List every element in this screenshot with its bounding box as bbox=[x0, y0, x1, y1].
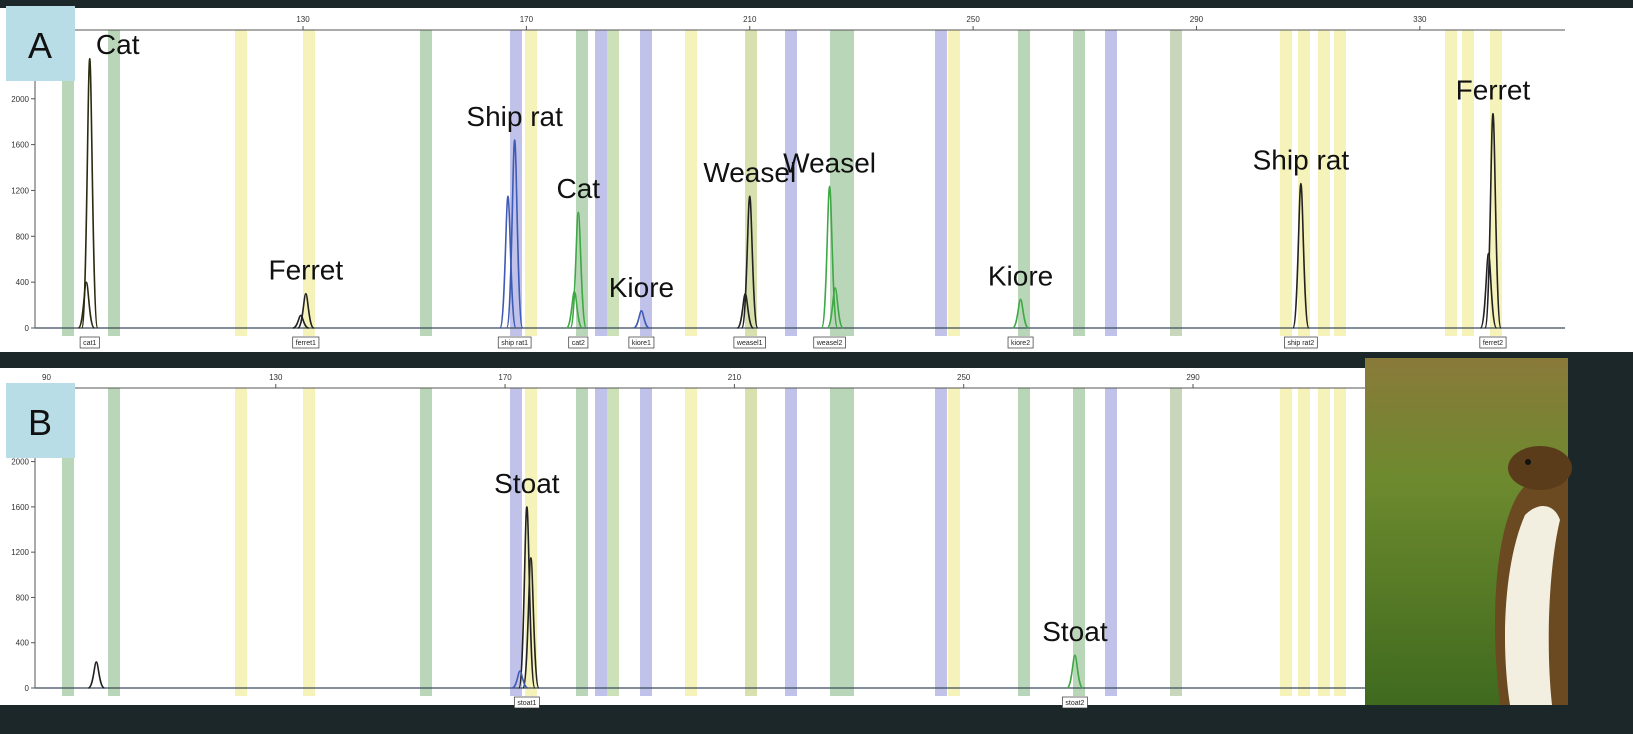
bin-band bbox=[1334, 388, 1346, 696]
y-tick-label: 400 bbox=[16, 278, 30, 287]
bin-band bbox=[607, 388, 619, 696]
bin-band bbox=[303, 388, 315, 696]
bin-label: stoat1 bbox=[517, 700, 536, 707]
x-tick-label: 90 bbox=[42, 373, 51, 382]
bin-band bbox=[1298, 30, 1310, 336]
bin-band bbox=[576, 388, 588, 696]
bin-label: ship rat1 bbox=[501, 340, 528, 347]
bin-band bbox=[1280, 30, 1292, 336]
x-tick-label: 130 bbox=[269, 373, 283, 382]
y-tick-label: 800 bbox=[16, 232, 30, 241]
y-tick-label: 800 bbox=[16, 593, 30, 602]
bin-band bbox=[1334, 30, 1346, 336]
peak-label: Kiore bbox=[988, 260, 1053, 291]
peak-label: Cat bbox=[96, 29, 140, 60]
panel-letter: B bbox=[28, 402, 52, 443]
bin-label: ferret1 bbox=[296, 340, 316, 347]
peak-label: Ship rat bbox=[1253, 145, 1350, 176]
peak-label: Stoat bbox=[494, 468, 560, 499]
y-tick-label: 2000 bbox=[11, 95, 29, 104]
bin-band bbox=[935, 30, 947, 336]
x-tick-label: 250 bbox=[957, 373, 971, 382]
y-tick-label: 0 bbox=[25, 684, 30, 693]
peak-label: Weasel bbox=[783, 147, 876, 178]
bin-band bbox=[830, 388, 842, 696]
bin-band bbox=[685, 388, 697, 696]
x-tick-label: 170 bbox=[520, 15, 534, 24]
bin-band bbox=[420, 30, 432, 336]
bin-band bbox=[235, 388, 247, 696]
bin-band bbox=[948, 30, 960, 336]
bin-band bbox=[595, 388, 607, 696]
x-tick-label: 130 bbox=[296, 15, 310, 24]
bin-band bbox=[640, 388, 652, 696]
y-tick-label: 1600 bbox=[11, 503, 29, 512]
peak-label: Ferret bbox=[1456, 75, 1531, 106]
bin-band bbox=[108, 388, 120, 696]
y-tick-label: 1600 bbox=[11, 141, 29, 150]
y-tick-label: 1200 bbox=[11, 186, 29, 195]
bin-band bbox=[108, 30, 120, 336]
panel-background bbox=[0, 368, 1365, 705]
bin-band bbox=[935, 388, 947, 696]
bin-band bbox=[685, 30, 697, 336]
stoat-photo bbox=[1365, 358, 1572, 705]
bin-band bbox=[303, 30, 315, 336]
bin-label: ship rat2 bbox=[1287, 340, 1314, 347]
bin-band bbox=[525, 30, 537, 336]
bin-band bbox=[1073, 388, 1085, 696]
bin-band bbox=[1280, 388, 1292, 696]
bin-label: ferret2 bbox=[1483, 340, 1503, 347]
x-tick-label: 290 bbox=[1186, 373, 1200, 382]
x-tick-label: 330 bbox=[1413, 15, 1427, 24]
stoat-eye bbox=[1525, 459, 1531, 465]
bin-band bbox=[1105, 388, 1117, 696]
x-tick-label: 210 bbox=[743, 15, 757, 24]
bin-label: weasel1 bbox=[736, 340, 763, 347]
bin-band bbox=[510, 388, 522, 696]
bin-band bbox=[1298, 388, 1310, 696]
bin-band bbox=[1318, 388, 1330, 696]
x-tick-label: 250 bbox=[966, 15, 980, 24]
bin-band bbox=[842, 388, 854, 696]
y-tick-label: 0 bbox=[25, 324, 30, 333]
peak-label: Cat bbox=[557, 173, 601, 204]
x-tick-label: 290 bbox=[1190, 15, 1204, 24]
bin-label: kiore2 bbox=[1011, 340, 1030, 347]
bin-band bbox=[235, 30, 247, 336]
peak-label: Kiore bbox=[609, 272, 674, 303]
bin-band bbox=[785, 388, 797, 696]
peak-label: Ship rat bbox=[466, 101, 563, 132]
bin-band bbox=[1018, 388, 1030, 696]
bin-label: weasel2 bbox=[816, 340, 843, 347]
page: 130 170 210 250 290 330 0 400 800 1200 1600 2000 Cat… bbox=[0, 0, 1633, 734]
bin-label: kiore1 bbox=[632, 340, 651, 347]
bin-label: cat1 bbox=[83, 340, 96, 347]
x-tick-label: 170 bbox=[498, 373, 512, 382]
bin-label: stoat2 bbox=[1065, 700, 1084, 707]
panel-letter: A bbox=[28, 25, 52, 66]
x-tick-label: 210 bbox=[728, 373, 742, 382]
stoat-head bbox=[1508, 446, 1572, 490]
bin-band bbox=[745, 388, 757, 696]
figure: 130 170 210 250 290 330 0 400 800 1200 1600 2000 Cat… bbox=[0, 0, 1633, 734]
bin-band bbox=[1170, 30, 1182, 336]
peak-label: Ferret bbox=[268, 255, 343, 286]
bin-band bbox=[1073, 30, 1085, 336]
bin-label: cat2 bbox=[572, 340, 585, 347]
peak-label: Stoat bbox=[1042, 616, 1108, 647]
bin-band bbox=[420, 388, 432, 696]
y-tick-label: 1200 bbox=[11, 548, 29, 557]
y-tick-label: 2000 bbox=[11, 458, 29, 467]
y-tick-label: 400 bbox=[16, 639, 30, 648]
bin-band bbox=[1318, 30, 1330, 336]
bin-band bbox=[1105, 30, 1117, 336]
bin-band bbox=[842, 30, 854, 336]
bin-band bbox=[948, 388, 960, 696]
bin-band bbox=[1170, 388, 1182, 696]
